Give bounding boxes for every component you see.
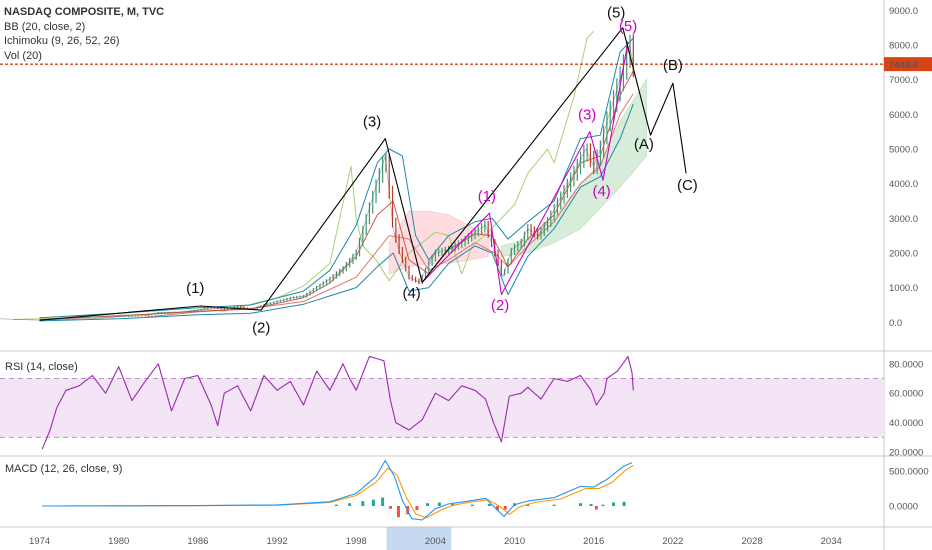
macd-histogram-bar bbox=[396, 506, 400, 518]
macd-histogram-bar bbox=[579, 503, 583, 506]
wave-minor-label: (2) bbox=[491, 297, 509, 314]
wave-major-label: (3) bbox=[363, 113, 381, 130]
rsi-line bbox=[41, 355, 634, 450]
price-tick-label: 5000.0 bbox=[889, 145, 918, 156]
elliott-minor-wave bbox=[421, 41, 629, 296]
price-tick-label: 2000.0 bbox=[889, 248, 918, 259]
rsi-tick-label: 20.0000 bbox=[889, 448, 923, 459]
chart-title: NASDAQ COMPOSITE, M, TVC bbox=[4, 6, 165, 18]
legend-vol[interactable]: Vol (20) bbox=[4, 49, 42, 62]
time-tick-label: 2034 bbox=[821, 536, 842, 547]
rsi-tick-label: 80.0000 bbox=[889, 359, 923, 370]
time-tick-label: 1974 bbox=[29, 536, 50, 547]
rsi-band bbox=[0, 378, 884, 438]
ichimoku-base-line bbox=[145, 93, 634, 318]
bb-upper-line bbox=[39, 37, 634, 319]
price-tick-label: 6000.0 bbox=[889, 110, 918, 121]
macd-pane-label[interactable]: MACD (12, 26, close, 9) bbox=[5, 463, 123, 475]
macd-histogram-bar bbox=[487, 503, 491, 506]
rsi-tick-label: 40.0000 bbox=[889, 418, 923, 429]
price-tick-label: 8000.0 bbox=[889, 41, 918, 52]
price-tick-label: 9000.0 bbox=[889, 6, 918, 17]
time-range-highlight bbox=[386, 527, 452, 550]
price-tick-label: 0.0 bbox=[889, 318, 902, 329]
time-tick-label: 2016 bbox=[583, 536, 604, 547]
wave-major-label: (B) bbox=[663, 57, 683, 74]
legend-bb[interactable]: BB (20, close, 2) bbox=[4, 20, 86, 33]
close-price-line bbox=[0, 44, 634, 321]
wave-minor-label: (1) bbox=[478, 188, 496, 205]
wave-major-label: (C) bbox=[677, 177, 698, 194]
price-tick-label: 3000.0 bbox=[889, 214, 918, 225]
price-candles bbox=[38, 34, 634, 321]
macd-histogram-bar bbox=[334, 504, 338, 506]
wave-major-label: (A) bbox=[634, 136, 654, 153]
macd-histogram-bar bbox=[601, 504, 605, 506]
wave-major-label: (4) bbox=[402, 285, 420, 302]
macd-signal-line bbox=[42, 464, 634, 519]
rsi-tick-label: 60.0000 bbox=[889, 389, 923, 400]
macd-histogram-bar bbox=[503, 506, 507, 510]
wave-minor-label: (4) bbox=[592, 183, 610, 200]
wave-major-label: (2) bbox=[252, 320, 270, 337]
legend-block: NASDAQ COMPOSITE, M, TVC BB (20, close, … bbox=[4, 5, 164, 63]
bb-lower-line bbox=[39, 103, 634, 322]
price-tick-label: 7000.0 bbox=[889, 75, 918, 86]
legend-ichimoku[interactable]: Ichimoku (9, 26, 52, 26) bbox=[4, 35, 120, 48]
time-tick-label: 2004 bbox=[425, 536, 446, 547]
time-tick-label: 1980 bbox=[108, 536, 129, 547]
last-price-badge bbox=[884, 57, 932, 72]
macd-histogram-bar bbox=[425, 503, 429, 506]
wave-minor-label: (3) bbox=[578, 107, 596, 124]
macd-histogram-bar bbox=[612, 502, 616, 506]
time-tick-label: 1998 bbox=[346, 536, 367, 547]
last-price-label: 7449.0 bbox=[889, 60, 918, 71]
time-tick-label: 2022 bbox=[662, 536, 683, 547]
ichimoku-cloud-bullish bbox=[500, 77, 647, 257]
macd-histogram-bar bbox=[552, 504, 556, 506]
macd-histogram-bar bbox=[389, 506, 393, 509]
macd-histogram-bar bbox=[622, 501, 626, 506]
elliott-major-wave bbox=[39, 27, 687, 321]
time-tick-label: 2028 bbox=[741, 536, 762, 547]
time-tick-label: 1986 bbox=[187, 536, 208, 547]
macd-tick-label: 0.0000 bbox=[889, 502, 918, 513]
price-tick-label: 4000.0 bbox=[889, 179, 918, 190]
macd-histogram-bar bbox=[594, 506, 598, 510]
macd-histogram-bar bbox=[470, 504, 474, 506]
time-tick-label: 2010 bbox=[504, 536, 525, 547]
macd-histogram-bar bbox=[495, 506, 499, 511]
macd-histogram-bar bbox=[371, 499, 375, 506]
macd-histogram-bar bbox=[415, 506, 419, 511]
macd-histogram-bar bbox=[437, 502, 441, 506]
wave-minor-label: (5) bbox=[619, 18, 637, 35]
macd-line bbox=[42, 459, 633, 521]
macd-histogram-bar bbox=[589, 503, 593, 506]
wave-major-label: (5) bbox=[607, 4, 625, 21]
price-tick-label: 1000.0 bbox=[889, 283, 918, 294]
wave-major-label: (1) bbox=[186, 280, 204, 297]
macd-histogram-bar bbox=[361, 501, 365, 506]
macd-histogram-bar bbox=[348, 503, 352, 506]
bb-basis-line bbox=[39, 70, 634, 320]
macd-histogram-bar bbox=[381, 497, 385, 506]
macd-tick-label: 500.0000 bbox=[889, 467, 929, 478]
time-tick-label: 1992 bbox=[267, 536, 288, 547]
rsi-pane-label[interactable]: RSI (14, close) bbox=[5, 361, 78, 373]
